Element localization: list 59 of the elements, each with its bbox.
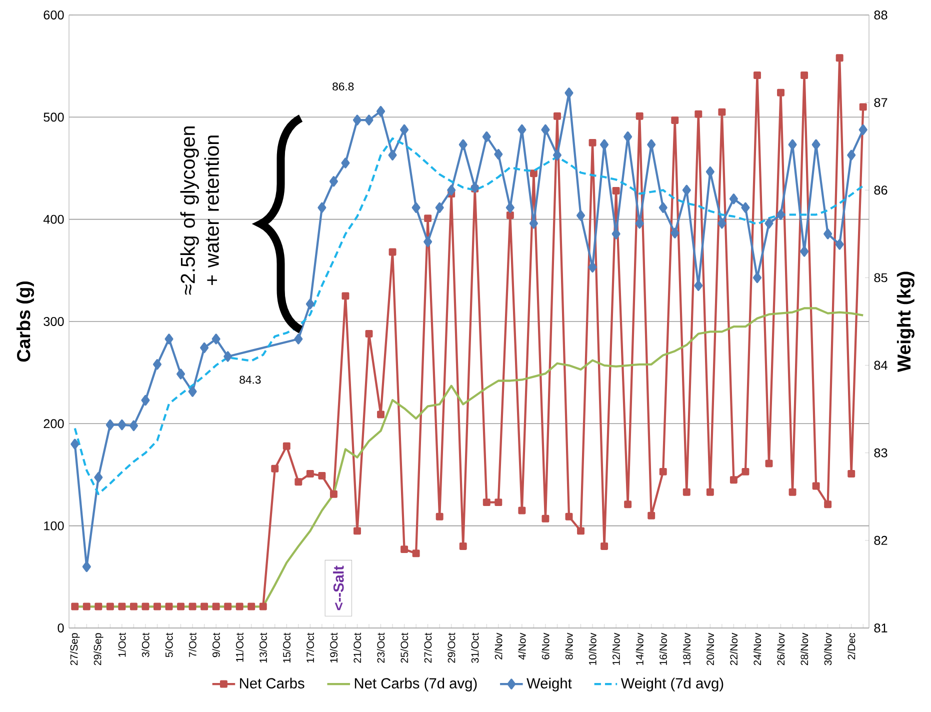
x-tick-label: 30/Nov [824, 632, 832, 666]
x-tick-label: 3/Oct [142, 632, 150, 658]
x-tick-label: 11/Oct [236, 632, 244, 662]
y2-tick-label: 83 [874, 448, 888, 458]
x-tick-label: 10/Nov [588, 632, 596, 665]
x-tick-label: 17/Oct [306, 632, 314, 663]
x-tick-label: 5/Oct [165, 632, 173, 658]
x-tick-label: 18/Nov [682, 632, 690, 665]
x-tick-label: 12/Nov [612, 632, 620, 665]
x-tick-label: 2/Nov [494, 632, 502, 660]
x-tick-label: 28/Nov [800, 632, 808, 666]
annotation: 86.8 [332, 82, 354, 91]
x-tick-label: 27/Oct [424, 632, 432, 663]
x-tick-label: 27/Sep [70, 633, 80, 666]
x-tick-label: 14/Nov [636, 632, 644, 665]
y-tick-label: 500 [44, 112, 64, 122]
x-tick-label: 20/Nov [706, 632, 714, 666]
legend-label: Weight [526, 678, 572, 692]
y-tick-label: 100 [44, 521, 64, 530]
y2-tick-label: 84 [874, 360, 888, 370]
y-tick-label: 300 [44, 317, 64, 326]
y2-tick-label: 81 [874, 624, 888, 632]
x-tick-label: 2/Dec [848, 632, 856, 660]
y-tick-label: 600 [44, 10, 64, 20]
y2-tick-label: 88 [874, 10, 888, 20]
x-tick-label: 16/Nov [659, 632, 667, 665]
annotation: <--Salt [333, 566, 344, 610]
y2-tick-label: 82 [874, 536, 888, 545]
x-tick-label: 26/Nov [776, 632, 785, 666]
legend-label: Net Carbs (7d avg) [354, 678, 477, 692]
x-tick-label: 9/Oct [212, 632, 220, 658]
y2-tick-label: 87 [874, 98, 888, 108]
x-tick-label: 23/Oct [376, 632, 385, 663]
x-tick-label: 22/Nov [730, 632, 738, 666]
x-tick-label: 25/Oct [400, 632, 408, 663]
legend-label: Net Carbs [240, 678, 304, 688]
x-tick-label: 15/Oct [282, 632, 290, 663]
y-tick-label: 0 [58, 624, 64, 632]
y-axis-title: Carbs (g) [16, 281, 34, 362]
x-tick-label: 6/Nov [542, 632, 550, 660]
x-tick-label: 1/Oct [118, 632, 126, 657]
x-tick-label: 29/Oct [448, 632, 456, 663]
y2-tick-label: 85 [874, 273, 888, 282]
x-tick-label: 21/Oct [353, 632, 362, 663]
annotation: 84.3 [240, 376, 261, 384]
y2-tick-label: 86 [874, 186, 888, 195]
x-tick-label: 31/Oct [471, 632, 479, 663]
y2-axis-title: Weight (kg) [896, 272, 914, 372]
y-tick-label: 200 [44, 419, 64, 428]
annotation: ≈2.5kg of glycogen + water retention [180, 126, 219, 295]
x-tick-label: 13/Oct [259, 632, 267, 663]
legend-label: Weight (7d avg) [620, 678, 724, 692]
x-tick-label: 7/Oct [188, 632, 196, 658]
x-tick-label: 29/Sep [94, 633, 104, 666]
y-tick-label: 400 [43, 214, 64, 224]
x-tick-label: 4/Nov [518, 632, 526, 660]
x-tick-label: 19/Oct [330, 632, 338, 663]
x-tick-label: 8/Nov [565, 632, 573, 660]
x-tick-label: 24/Nov [753, 632, 762, 666]
